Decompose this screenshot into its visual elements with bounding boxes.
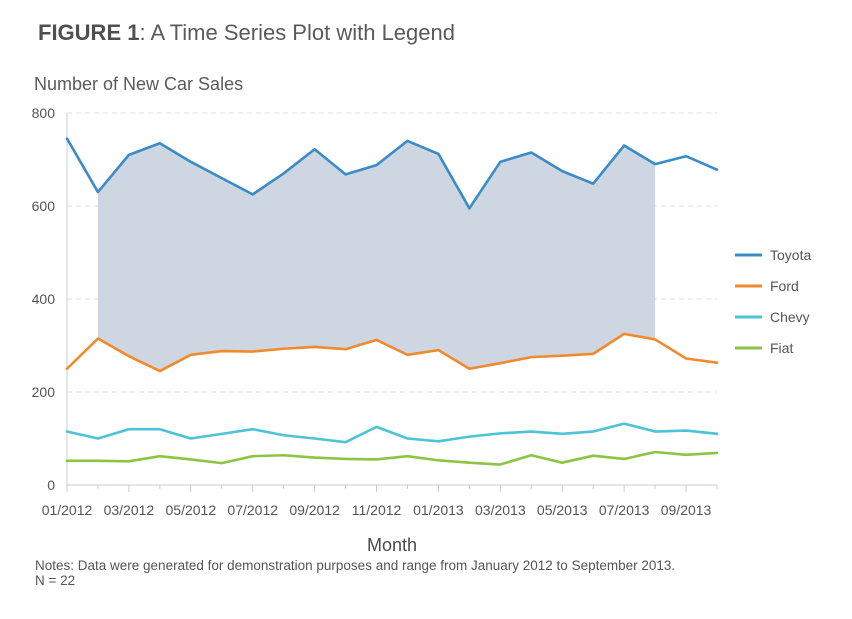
x-tick-label: 05/2013 (537, 502, 588, 518)
y-tick-label: 200 (32, 384, 56, 400)
series-line-fiat (67, 452, 717, 465)
x-tick-label: 07/2012 (227, 502, 278, 518)
x-tick-label: 03/2012 (104, 502, 155, 518)
y-tick-label: 600 (32, 198, 56, 214)
x-tick-label: 09/2012 (289, 502, 340, 518)
x-tick-label: 05/2012 (166, 502, 217, 518)
legend-label-fiat: Fiat (770, 340, 793, 356)
x-tick-label: 01/2012 (42, 502, 93, 518)
series-line-chevy (67, 424, 717, 443)
notes-count: N = 22 (35, 573, 675, 588)
time-series-chart: Number of New Car Sales 0 200 400 600 800 01/… (0, 0, 852, 560)
legend: Toyota Ford Chevy Fiat (735, 247, 811, 356)
y-tick-label: 0 (47, 477, 55, 493)
notes: Notes: Data were generated for demonstra… (35, 558, 675, 588)
notes-text: Notes: Data were generated for demonstra… (35, 558, 675, 573)
chart-title: Number of New Car Sales (34, 74, 243, 94)
legend-label-ford: Ford (770, 278, 799, 294)
legend-label-toyota: Toyota (770, 247, 811, 263)
legend-label-chevy: Chevy (770, 309, 810, 325)
x-tick-label: 07/2013 (599, 502, 650, 518)
x-tick-label: 03/2013 (475, 502, 526, 518)
x-tick-label: 11/2012 (352, 502, 402, 518)
y-tick-label: 800 (32, 105, 56, 121)
x-tick-label: 01/2013 (413, 502, 464, 518)
x-tick-label: 09/2013 (661, 502, 712, 518)
x-axis-label: Month (367, 535, 417, 555)
y-tick-label: 400 (32, 291, 56, 307)
